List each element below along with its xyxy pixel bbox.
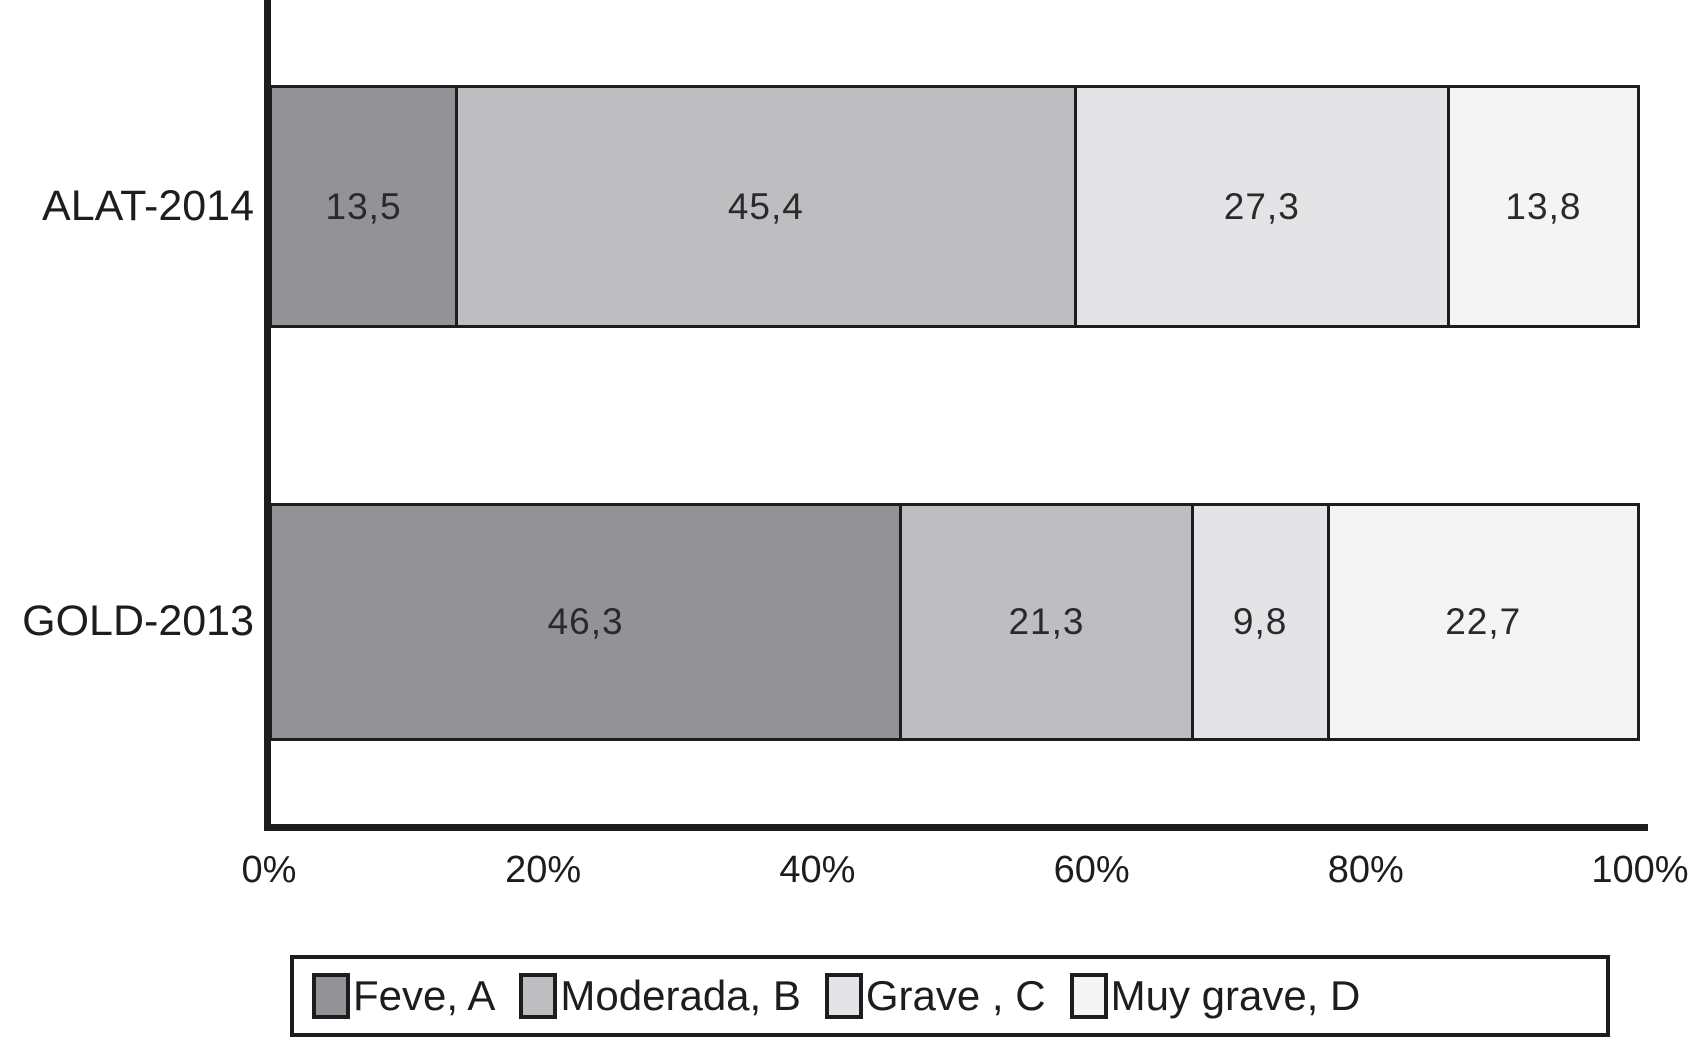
segment-value-label: 21,3 — [1008, 601, 1085, 642]
x-axis-line — [264, 824, 1648, 831]
legend-item-3: Grave , C — [824, 972, 1046, 1020]
legend: Feve, A Moderada, B Grave , C Muy grave, D — [290, 955, 1610, 1037]
bar-segment-gold-2013-2: 21,3 — [902, 506, 1191, 738]
segment-value-label: 46,3 — [547, 601, 624, 642]
legend-label: Grave , C — [865, 972, 1046, 1019]
category-label-alat-2014: ALAT-2014 — [42, 181, 254, 230]
legend-label: Muy grave, D — [1110, 972, 1361, 1019]
segment-value-label: 9,8 — [1232, 601, 1288, 642]
bar-segment-alat-2014-3: 27,3 — [1076, 88, 1447, 325]
legend-label: Feve, A — [353, 972, 496, 1019]
x-tick-100pct: 100% — [1591, 849, 1689, 891]
x-tick-20pct: 20% — [505, 849, 582, 891]
x-tick-80pct: 80% — [1327, 849, 1404, 891]
x-tick-0pct: 0% — [241, 849, 297, 891]
legend-swatch-icon — [519, 973, 558, 1019]
segment-value-label: 45,4 — [727, 185, 804, 227]
bar-segment-alat-2014-4: 13,8 — [1449, 88, 1637, 325]
legend-swatch-icon — [312, 973, 350, 1019]
legend-label: Moderada, B — [560, 972, 801, 1019]
segment-value-label: 13,5 — [325, 185, 402, 227]
bar-segment-gold-2013-1: 46,3 — [272, 506, 900, 738]
x-tick-60pct: 60% — [1053, 849, 1130, 891]
segment-value-label: 22,7 — [1445, 601, 1522, 642]
category-label-gold-2013: GOLD-2013 — [22, 597, 254, 645]
bar-alat-2014: 13,5 45,4 27,3 13,8 — [269, 85, 1640, 328]
legend-swatch-icon — [1069, 973, 1108, 1019]
bar-segment-alat-2014-1: 13,5 — [272, 88, 456, 325]
segment-value-label: 27,3 — [1223, 185, 1300, 227]
y-axis-line — [264, 0, 271, 831]
bar-segment-gold-2013-3: 9,8 — [1193, 506, 1327, 738]
legend-item-4: Muy grave, D — [1069, 972, 1361, 1020]
legend-swatch-icon — [824, 973, 863, 1019]
segment-value-label: 13,8 — [1505, 185, 1582, 227]
legend-item-2: Moderada, B — [519, 972, 801, 1020]
legend-item-1: Feve, A — [312, 972, 495, 1020]
x-tick-40pct: 40% — [779, 849, 856, 891]
bar-segment-alat-2014-2: 45,4 — [458, 88, 1074, 325]
bar-gold-2013: 46,3 21,3 9,8 22,7 — [269, 503, 1640, 741]
bar-segment-gold-2013-4: 22,7 — [1329, 506, 1637, 738]
